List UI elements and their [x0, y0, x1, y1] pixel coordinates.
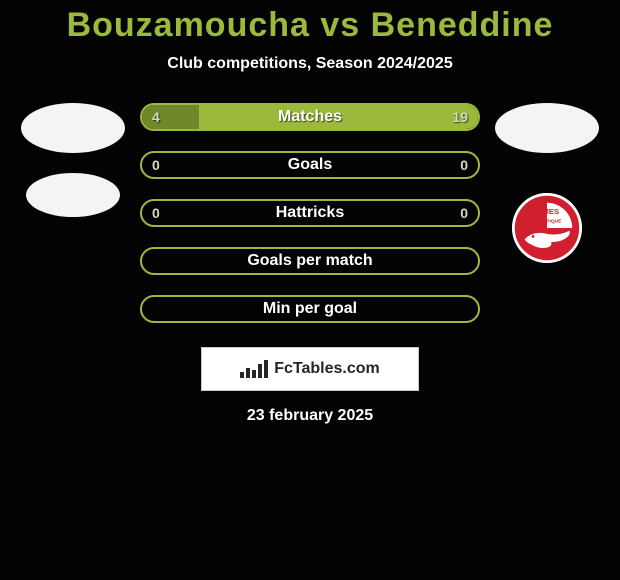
brand-box[interactable]: FcTables.com [201, 347, 419, 391]
nimes-logo-icon: NIMES OLYMPIQUE [512, 193, 582, 263]
bar-fill-right [199, 105, 478, 129]
stat-label: Goals [142, 156, 478, 174]
left-player-avatar [21, 103, 125, 153]
right-player-club-badge: NIMES OLYMPIQUE [512, 193, 582, 263]
stat-label: Min per goal [142, 300, 478, 318]
stat-value-left: 4 [152, 109, 160, 125]
comparison-area: Matches419Goals00Hattricks00Goals per ma… [0, 103, 620, 323]
stat-bar: Goals0 0 [140, 151, 480, 179]
stat-bar: Hattricks0 0 [140, 199, 480, 227]
snapshot-date: 23 february 2025 [0, 407, 620, 425]
right-player-avatar [495, 103, 599, 153]
bar-fill-left [142, 105, 199, 129]
brand-text: FcTables.com [274, 360, 380, 378]
left-player-col [18, 103, 128, 217]
stat-label: Hattricks [142, 204, 478, 222]
stat-bar: Min per goal [140, 295, 480, 323]
stat-label: Goals per match [142, 252, 478, 270]
stat-value-right: 0 [460, 157, 468, 173]
stat-bars: Matches419Goals00Hattricks00Goals per ma… [140, 103, 480, 323]
stat-bar: Goals per match [140, 247, 480, 275]
stat-value-left: 0 [152, 157, 160, 173]
left-player-club-badge [26, 173, 120, 217]
stat-value-right: 19 [452, 109, 468, 125]
stat-value-right: 0 [460, 205, 468, 221]
right-player-col: NIMES OLYMPIQUE [492, 103, 602, 263]
subtitle: Club competitions, Season 2024/2025 [0, 55, 620, 73]
svg-text:NIMES: NIMES [535, 207, 559, 216]
stat-bar: Matches419 [140, 103, 480, 131]
stat-value-left: 0 [152, 205, 160, 221]
bar-chart-icon [240, 360, 268, 378]
page-title: Bouzamoucha vs Beneddine [0, 0, 620, 45]
svg-text:OLYMPIQUE: OLYMPIQUE [533, 218, 563, 224]
